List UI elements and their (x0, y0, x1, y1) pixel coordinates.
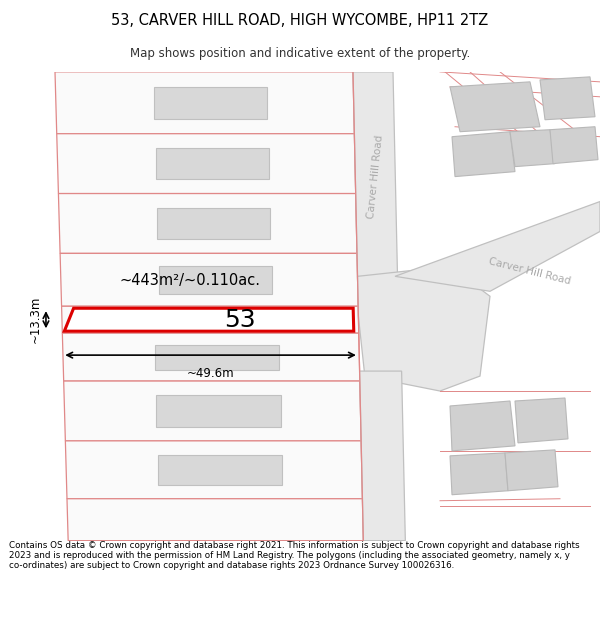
Polygon shape (359, 371, 406, 541)
Polygon shape (62, 306, 359, 333)
Text: Map shows position and indicative extent of the property.: Map shows position and indicative extent… (130, 48, 470, 61)
Polygon shape (353, 72, 398, 291)
Polygon shape (155, 344, 279, 369)
Text: Carver Hill Road: Carver Hill Road (366, 134, 385, 219)
Polygon shape (55, 72, 355, 134)
Polygon shape (62, 333, 360, 381)
Polygon shape (159, 266, 272, 294)
Polygon shape (158, 455, 282, 485)
Polygon shape (450, 82, 540, 132)
Polygon shape (550, 127, 598, 164)
Polygon shape (57, 134, 356, 194)
Polygon shape (450, 401, 515, 451)
Polygon shape (67, 499, 364, 541)
Text: ~49.6m: ~49.6m (187, 367, 235, 380)
Text: 53: 53 (224, 308, 256, 332)
Polygon shape (515, 398, 568, 443)
Polygon shape (64, 308, 354, 331)
Polygon shape (452, 132, 515, 177)
Polygon shape (156, 148, 269, 179)
Polygon shape (157, 208, 270, 239)
Polygon shape (65, 441, 362, 499)
Polygon shape (60, 253, 358, 306)
Polygon shape (540, 77, 595, 120)
Text: 53, CARVER HILL ROAD, HIGH WYCOMBE, HP11 2TZ: 53, CARVER HILL ROAD, HIGH WYCOMBE, HP11… (112, 12, 488, 28)
Polygon shape (156, 396, 281, 426)
Polygon shape (58, 194, 357, 253)
Polygon shape (124, 309, 213, 330)
Text: ~443m²/~0.110ac.: ~443m²/~0.110ac. (119, 273, 260, 288)
Polygon shape (450, 453, 508, 495)
Polygon shape (154, 87, 268, 119)
Text: Contains OS data © Crown copyright and database right 2021. This information is : Contains OS data © Crown copyright and d… (9, 541, 580, 571)
Polygon shape (395, 201, 600, 291)
Polygon shape (358, 266, 490, 391)
Polygon shape (505, 450, 558, 491)
Text: Carver Hill Road: Carver Hill Road (488, 256, 572, 286)
Polygon shape (510, 130, 555, 167)
Polygon shape (64, 381, 361, 441)
Text: ~13.3m: ~13.3m (29, 296, 42, 343)
